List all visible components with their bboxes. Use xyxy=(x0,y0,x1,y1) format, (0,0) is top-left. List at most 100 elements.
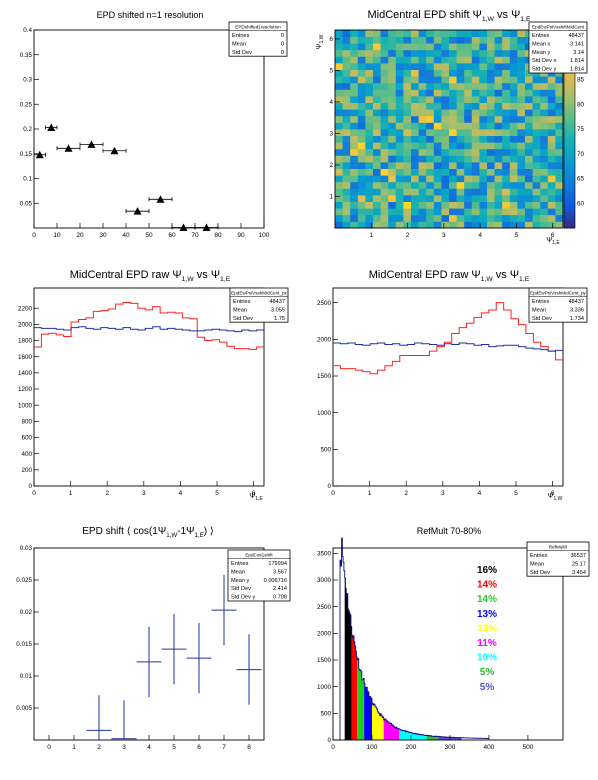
panel-resolution: EPD shifted n=1 resolution 0 10 20 30 40 50 60 7… xyxy=(0,0,299,258)
stats-value: 2.414 xyxy=(273,586,287,592)
heatmap-cell xyxy=(494,69,503,77)
chart-title-title-mid: -1Ψ xyxy=(177,526,194,537)
heatmap-cell xyxy=(388,208,397,216)
heatmap-cell xyxy=(426,82,435,90)
heatmap-cell xyxy=(426,208,435,216)
x-tick-label: 0 xyxy=(47,744,51,751)
heatmap-cell xyxy=(471,49,480,57)
chart-title-title-mid: vs Ψ xyxy=(493,269,519,281)
heatmap-cell xyxy=(540,135,549,143)
stats-label: Std Dev xyxy=(233,316,253,322)
heatmap-cell xyxy=(403,69,412,77)
heatmap-cell xyxy=(494,36,503,44)
heatmap-cell xyxy=(517,201,526,209)
heatmap-cell xyxy=(494,181,503,189)
y-tick-label: 500 xyxy=(320,711,331,718)
heatmap-cell xyxy=(532,181,541,189)
heatmap-cell xyxy=(449,96,457,103)
chart-title: EPD shift ⟨ cos(1Ψ1,W​-1Ψ1,E​) ⟩ xyxy=(82,526,214,539)
heatmap-cell xyxy=(342,188,351,196)
heatmap-cell xyxy=(509,89,518,97)
heatmap-cell xyxy=(433,76,442,84)
heatmap-cell xyxy=(449,221,457,229)
heatmap-cell xyxy=(418,188,427,196)
heatmap-cell xyxy=(403,188,412,196)
color-scale-step xyxy=(564,76,575,80)
heatmap-cell xyxy=(388,181,397,189)
heatmap-cell xyxy=(509,135,518,143)
heatmap-cell xyxy=(494,188,503,196)
heatmap-cell xyxy=(342,129,351,136)
heatmap-cell xyxy=(418,82,427,90)
heatmap-cell xyxy=(357,30,366,37)
heatmap-cell xyxy=(418,168,427,176)
heatmap-cell xyxy=(555,168,564,176)
stats-label: Entries xyxy=(532,33,550,39)
heatmap-cell xyxy=(517,148,526,156)
heatmap-cell xyxy=(411,63,419,70)
heatmap-cell xyxy=(441,155,450,163)
plot-frame xyxy=(33,287,265,487)
heatmap-cell xyxy=(426,188,435,196)
heatmap-cell xyxy=(502,115,511,123)
data-point-triangle xyxy=(156,195,165,203)
heatmap-cell xyxy=(471,168,480,176)
heatmap-cell xyxy=(547,214,556,222)
heatmap-cell xyxy=(335,56,343,64)
stats-box: EpdEwPsiVsshMidCent_px Entries 48437 Mean 3.… xyxy=(229,287,289,323)
heatmap-cell xyxy=(350,142,359,150)
y-tick-label: 600 xyxy=(21,435,32,442)
y-tick-label: 800 xyxy=(21,419,32,426)
heatmap-cell xyxy=(403,148,412,156)
heatmap-cell xyxy=(411,49,419,57)
heatmap-cell xyxy=(441,142,450,150)
x-tick-label: 0 xyxy=(32,232,36,239)
heatmap-cell xyxy=(350,148,359,156)
heatmap-cell xyxy=(555,115,564,123)
heatmap-cell xyxy=(487,56,495,64)
heatmap-cell xyxy=(487,155,495,163)
heatmap-cell xyxy=(456,102,465,110)
heatmap-cell xyxy=(350,63,359,70)
heatmap-cell xyxy=(555,195,564,202)
heatmap-cell xyxy=(479,195,488,202)
chart-title-title-sub1: 1,W xyxy=(166,532,177,539)
heatmap-cell xyxy=(433,188,442,196)
stats-value: 1.814 xyxy=(570,67,584,73)
chart-title-title-main: EPD shift ⟨ cos(1Ψ xyxy=(82,526,166,537)
heatmap-cell xyxy=(335,36,343,44)
heatmap-cell xyxy=(479,188,488,196)
chart-title-title-sub2: 1,E xyxy=(519,276,530,283)
color-scale-step xyxy=(564,96,575,100)
heatmap-cell xyxy=(342,148,351,156)
heatmap-cell xyxy=(502,89,511,97)
heatmap-cell xyxy=(433,175,442,183)
heatmap-cell xyxy=(449,30,457,37)
heatmap-cell xyxy=(433,142,442,150)
heatmap-cell xyxy=(357,102,366,110)
stats-value: 0 xyxy=(281,50,284,56)
x-tick-label: 5 xyxy=(514,490,518,497)
heatmap-cell xyxy=(487,162,495,169)
heatmap-cell xyxy=(494,122,503,130)
heatmap-cell xyxy=(487,221,495,229)
heatmap-cell xyxy=(418,89,427,97)
chart-title: MidCentral EPD raw Ψ1,W​ vs Ψ1,E​ xyxy=(70,269,231,283)
heatmap-cell xyxy=(395,56,404,64)
heatmap-cell xyxy=(395,82,404,90)
heatmap-cell xyxy=(350,135,359,143)
heatmap-cell xyxy=(525,162,533,169)
heatmap-cell xyxy=(411,162,419,169)
heatmap-cell xyxy=(426,195,435,202)
heatmap-cell xyxy=(487,201,495,209)
heatmap-cell xyxy=(509,102,518,110)
heatmap-cell xyxy=(540,181,549,189)
heatmap-cell xyxy=(494,82,503,90)
heatmap-cell xyxy=(547,155,556,163)
color-scale-label: 70 xyxy=(577,151,585,158)
stats-label: Std Dev y xyxy=(532,67,556,73)
heatmap-cell xyxy=(449,43,457,51)
heatmap-cell xyxy=(540,142,549,150)
heatmap-cell xyxy=(449,76,457,84)
heatmap-cell xyxy=(380,115,389,123)
